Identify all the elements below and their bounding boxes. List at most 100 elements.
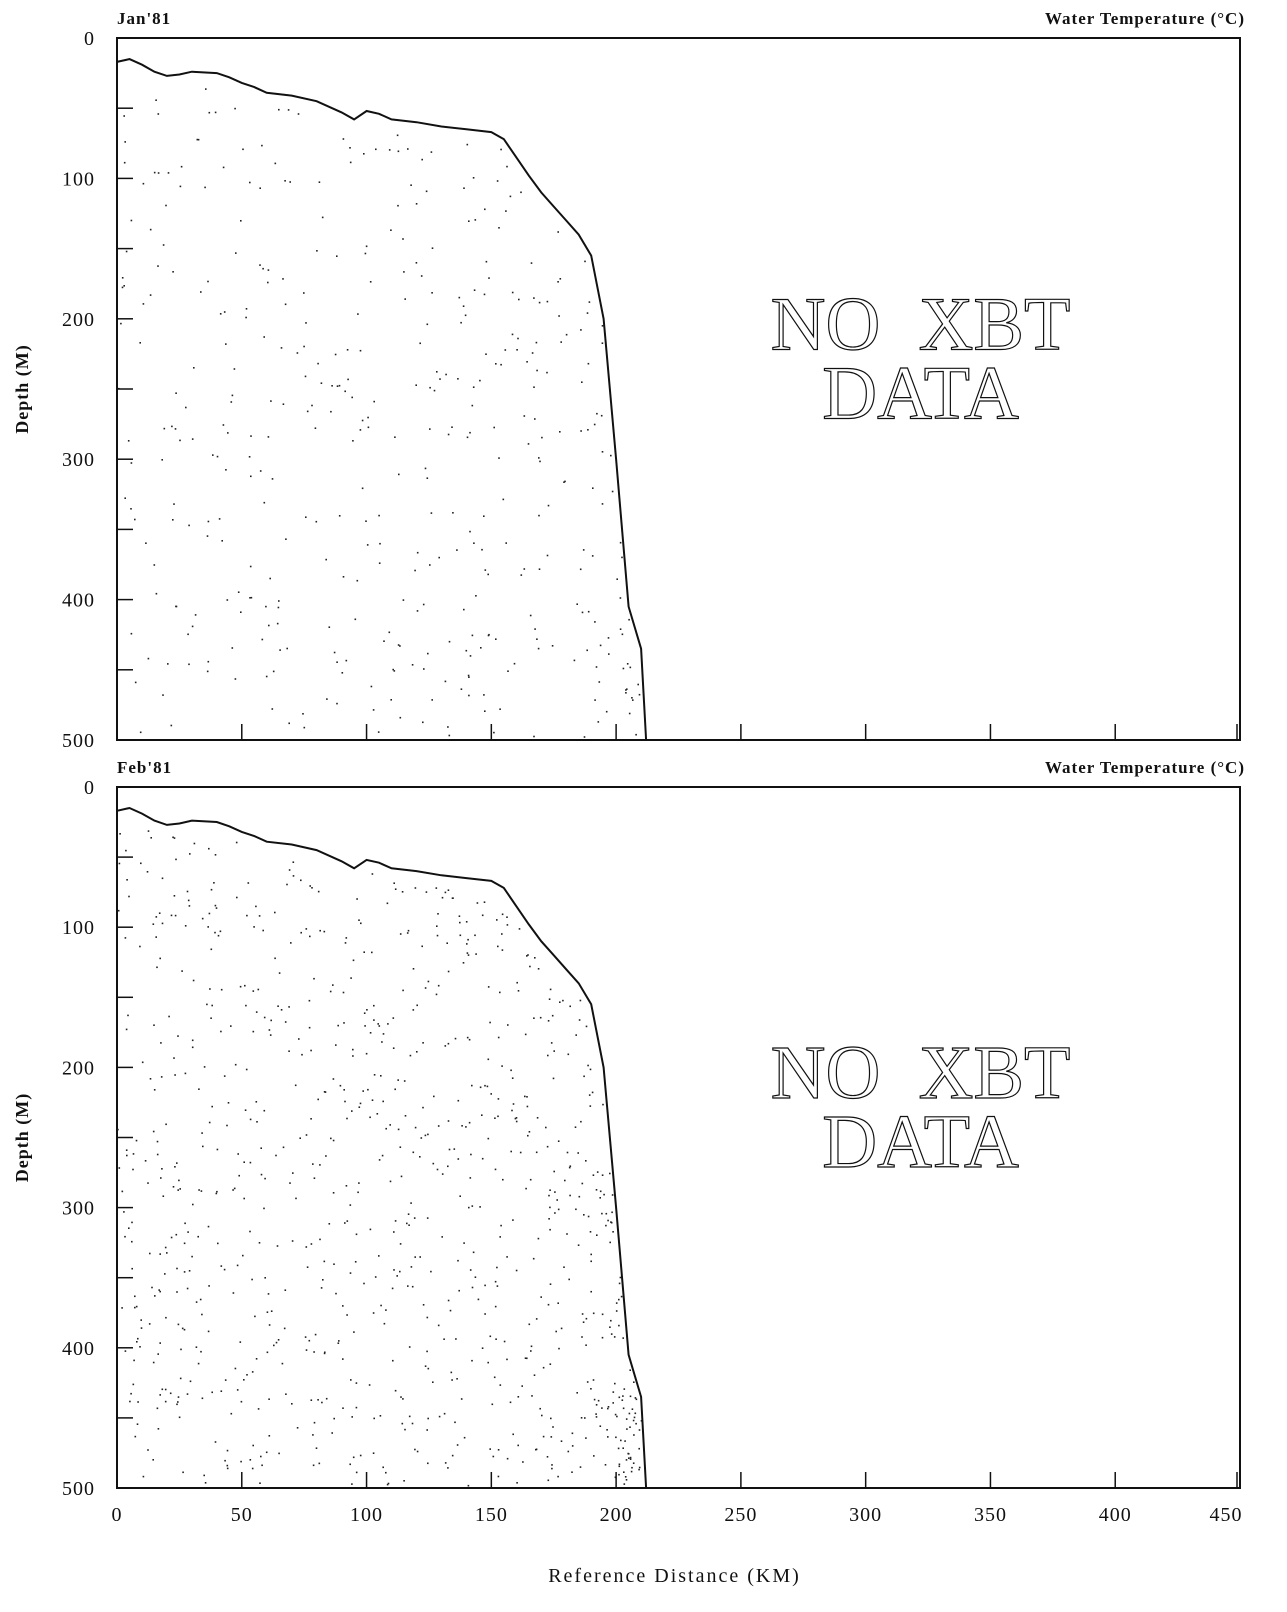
stipple-dot: [313, 977, 315, 980]
stipple-dot: [612, 1231, 614, 1233]
stipple-dot: [142, 303, 145, 305]
stipple-dot: [284, 303, 287, 306]
stipple-dot: [378, 1025, 381, 1027]
stipple-dot: [161, 1168, 163, 1170]
stipple-dot: [619, 1276, 622, 1279]
stipple-dot: [330, 1137, 332, 1140]
stipple-dot: [516, 349, 518, 351]
stipple-dot: [139, 342, 141, 344]
stipple-dot: [299, 1137, 301, 1139]
stipple-dot: [349, 1463, 351, 1466]
stipple-dot: [628, 1457, 630, 1459]
stipple-dot: [371, 1099, 374, 1101]
stipple-dot: [255, 1101, 258, 1103]
stipple-dot: [484, 710, 486, 712]
bathymetry-line: [116, 806, 648, 1489]
stipple-dot: [527, 443, 530, 445]
stipple-dot: [208, 1285, 210, 1287]
stipple-dot: [592, 1174, 595, 1176]
stipple-dot: [582, 549, 585, 551]
stipple-dot: [133, 1359, 135, 1362]
stipple-dot: [416, 610, 419, 612]
stipple-dot: [363, 951, 365, 953]
stipple-dot: [581, 611, 584, 614]
stipple-dot: [464, 314, 467, 317]
stipple-dot: [238, 1174, 240, 1177]
stipple-dot: [411, 664, 414, 666]
stipple-dot: [404, 1115, 407, 1117]
stipple-dot: [607, 1407, 609, 1410]
stipple-dot: [447, 1042, 450, 1045]
stipple-dot: [381, 1154, 384, 1157]
stipple-dot: [332, 1139, 335, 1142]
stipple-dot: [503, 1340, 506, 1343]
stipple-dot: [559, 278, 562, 280]
stipple-dot: [295, 1197, 297, 1200]
stipple-dot: [529, 614, 532, 617]
stipple-dot: [611, 1211, 613, 1214]
x-tick-label: 150: [475, 1504, 508, 1526]
stipple-dot: [535, 1448, 538, 1451]
stipple-dot: [569, 1005, 571, 1008]
stipple-dot: [349, 147, 351, 149]
stipple-dot: [576, 603, 578, 605]
stipple-dot: [528, 1131, 531, 1133]
stipple-dot: [188, 524, 190, 527]
stipple-dot: [392, 1017, 395, 1019]
stipple-dot: [126, 1154, 128, 1157]
stipple-dot: [618, 1463, 621, 1466]
stipple-dot: [510, 1150, 512, 1153]
stipple-dot: [536, 1117, 539, 1119]
stipple-dot: [470, 1153, 472, 1156]
stipple-dot: [249, 1161, 252, 1164]
stipple-dot: [498, 457, 500, 459]
stipple-dot: [549, 988, 552, 991]
stipple-dot: [472, 1251, 475, 1254]
stipple-dot: [250, 596, 253, 599]
stipple-dot: [396, 1275, 398, 1277]
stipple-dot: [449, 1309, 452, 1312]
stipple-dot: [313, 1421, 316, 1424]
stipple-dot: [183, 1328, 186, 1331]
stipple-dot: [628, 1412, 631, 1415]
stipple-dot: [349, 1204, 352, 1206]
stipple-dot: [426, 477, 429, 479]
stipple-dot: [399, 933, 402, 935]
stipple-dot: [283, 1327, 286, 1330]
stipple-dot: [131, 1221, 133, 1224]
stipple-dot: [265, 605, 267, 608]
stipple-dot: [416, 1004, 418, 1007]
stipple-dot: [403, 1480, 405, 1482]
stipple-dot: [332, 1078, 335, 1080]
stipple-dot: [346, 1314, 348, 1316]
stipple-dot: [337, 1024, 339, 1027]
stipple-dot: [157, 113, 160, 115]
bathymetry-line: [116, 58, 648, 741]
x-tick-label: 400: [1099, 1504, 1132, 1526]
stipple-dot: [601, 1212, 603, 1215]
stipple-dot: [176, 1162, 178, 1164]
stipple-dot: [188, 663, 190, 666]
stipple-dot: [220, 988, 223, 991]
stipple-dot: [552, 1426, 554, 1428]
stipple-dot: [124, 937, 127, 939]
stipple-dot: [415, 203, 418, 205]
stipple-dot: [548, 998, 551, 1000]
stipple-dot: [161, 1388, 164, 1391]
stipple-dot: [635, 733, 637, 736]
stipple-dot: [164, 1400, 167, 1403]
stipple-dot: [355, 1406, 358, 1409]
stipple-dot: [450, 1371, 453, 1374]
stipple-dot: [252, 1444, 254, 1447]
stipple-dot: [227, 432, 229, 434]
stipple-dot: [471, 1084, 473, 1087]
stipple-dot: [309, 935, 311, 938]
stipple-dot: [318, 181, 321, 183]
stipple-dot: [263, 1109, 266, 1112]
stipple-dot: [288, 1006, 290, 1008]
stipple-dot: [220, 1030, 222, 1033]
stipple-dot: [127, 1014, 129, 1017]
stipple-dot: [474, 934, 476, 937]
y-axis-ticks: 0 100 200 300 400 500: [62, 28, 133, 752]
stipple-dot: [580, 1417, 583, 1419]
